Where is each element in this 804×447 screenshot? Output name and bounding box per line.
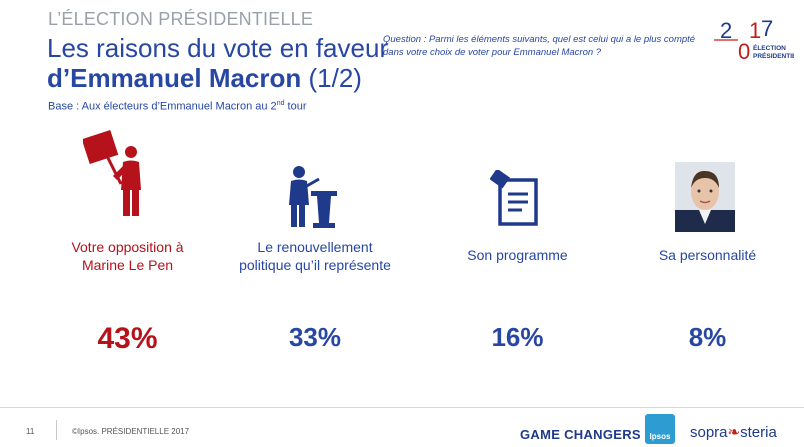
logo-digit-1: 1 — [749, 18, 761, 43]
steria-text: steria — [740, 424, 777, 441]
ballot-box-icon — [490, 170, 538, 226]
reason-label-line-1: Son programme — [467, 247, 568, 263]
logo-line-2: PRÉSIDENTIELLE — [753, 51, 794, 60]
footer-separator — [56, 420, 57, 440]
portrait-icon — [675, 162, 735, 232]
reason-label-line-1: Votre opposition à — [71, 239, 184, 255]
question-text: Question : Parmi les éléments suivants, … — [383, 34, 696, 58]
reason-column-programme: Son programme 16% — [445, 150, 590, 352]
title-line-1: Les raisons du vote en faveur — [47, 33, 389, 63]
reason-percentage: 43% — [97, 322, 158, 355]
reason-label-line-1: Le renouvellement — [257, 239, 373, 255]
reason-percentage: 33% — [288, 322, 342, 352]
reason-label: Le renouvellement politique qu’il représ… — [230, 238, 400, 274]
reason-column-opposition: Votre opposition à Marine Le Pen 43% — [55, 130, 200, 355]
reason-label-line-2: politique qu’il représente — [239, 257, 391, 273]
logo-digit-0: 0 — [738, 39, 750, 64]
reason-column-personnalite: Sa personnalité 8% — [635, 150, 780, 352]
election-2017-logo: 2 0 1 7 ÉLECTION PRÉSIDENTIELLE — [714, 16, 794, 64]
title-line-2-rest: (1/2) — [301, 63, 362, 93]
page-title: Les raisons du vote en faveur d’Emmanuel… — [47, 33, 388, 93]
sopra-steria-logo: sopra❧steria — [690, 423, 777, 441]
logo-digit-7: 7 — [761, 16, 773, 41]
base-prefix: Base : Aux électeurs d’Emmanuel Macron a… — [48, 100, 277, 113]
sopra-steria-mark: ❧ — [727, 424, 741, 441]
sopra-text: sopra — [690, 424, 728, 441]
reason-label: Son programme — [445, 246, 590, 264]
base-sup: nd — [276, 100, 285, 107]
page-number: 11 — [26, 427, 35, 436]
reason-label: Sa personnalité — [635, 246, 780, 264]
reason-column-renouvellement: Le renouvellement politique qu’il représ… — [230, 150, 400, 352]
footer-copyright: ©Ipsos. PRÉSIDENTIELLE 2017 — [72, 427, 190, 436]
title-line-2: d’Emmanuel Macron (1/2) — [47, 63, 388, 93]
speaker-podium-icon — [289, 166, 337, 228]
protester-sign-icon — [83, 130, 141, 216]
reason-label-line-1: Sa personnalité — [658, 247, 757, 263]
game-changers-logo: GAME CHANGERS — [520, 427, 641, 442]
reason-label: Votre opposition à Marine Le Pen — [55, 238, 200, 274]
ipsos-logo: Ipsos — [645, 414, 675, 444]
base-suffix: tour — [284, 100, 307, 113]
reason-label-line-2: Marine Le Pen — [81, 257, 174, 273]
ipsos-logo-text: Ipsos — [649, 432, 671, 441]
footer-divider — [0, 407, 804, 408]
logo-line-1: ÉLECTION — [753, 43, 786, 52]
title-line-2-bold: d’Emmanuel Macron — [47, 63, 302, 93]
kicker: L’ÉLECTION PRÉSIDENTIELLE — [48, 9, 314, 29]
base-note: Base : Aux électeurs d’Emmanuel Macron a… — [48, 100, 307, 113]
reason-percentage: 16% — [491, 322, 544, 352]
logo-digit-2: 2 — [720, 18, 732, 43]
reason-percentage: 8% — [688, 322, 727, 352]
